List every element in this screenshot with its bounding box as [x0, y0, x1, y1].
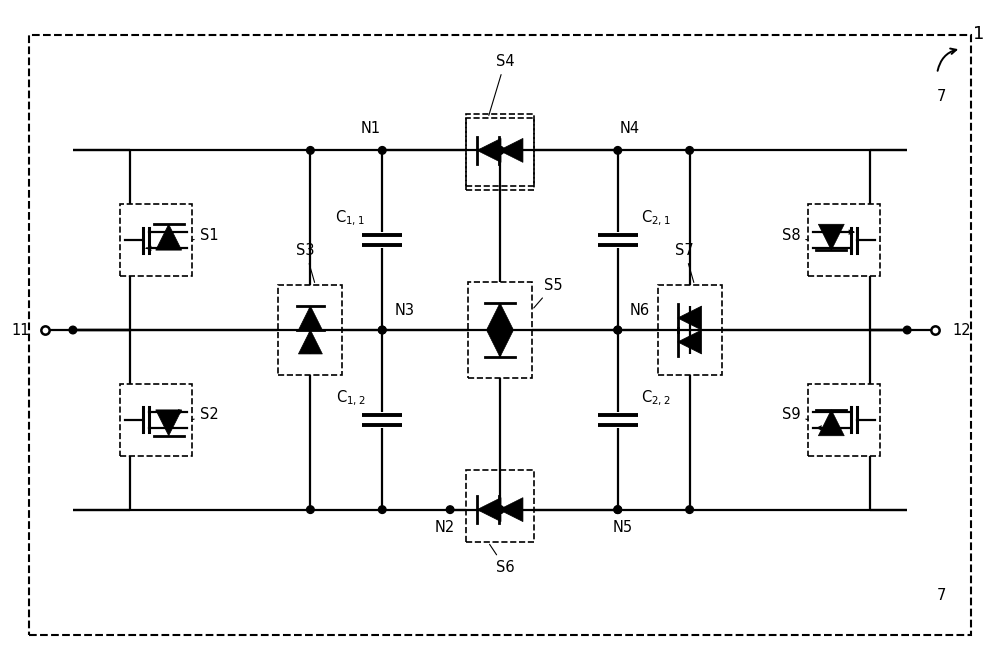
Circle shape	[614, 506, 622, 514]
Circle shape	[496, 146, 504, 154]
Text: S2: S2	[192, 407, 218, 422]
Polygon shape	[477, 498, 501, 522]
Text: 7: 7	[936, 89, 946, 104]
Polygon shape	[499, 498, 523, 522]
Polygon shape	[818, 224, 844, 250]
Circle shape	[496, 506, 504, 514]
Text: S7: S7	[675, 243, 694, 283]
Text: 12: 12	[953, 323, 971, 337]
Text: 1: 1	[973, 25, 985, 43]
Circle shape	[496, 506, 504, 514]
Circle shape	[378, 506, 386, 514]
Circle shape	[686, 506, 693, 514]
Bar	[466, 114, 534, 186]
Text: N5: N5	[613, 520, 633, 534]
Polygon shape	[678, 330, 702, 354]
Circle shape	[614, 146, 622, 154]
Circle shape	[496, 146, 504, 154]
Circle shape	[446, 506, 454, 514]
Text: S9: S9	[782, 407, 808, 422]
Circle shape	[903, 326, 911, 334]
Polygon shape	[156, 410, 182, 436]
Text: S3: S3	[296, 243, 315, 283]
Bar	[808, 204, 880, 276]
Text: S6: S6	[490, 544, 514, 575]
Polygon shape	[499, 138, 523, 162]
Polygon shape	[487, 331, 513, 357]
Text: C$_{1,2}$: C$_{1,2}$	[336, 388, 365, 407]
Circle shape	[307, 506, 314, 514]
Bar	[120, 204, 192, 276]
Circle shape	[378, 326, 386, 334]
Text: N6: N6	[630, 303, 650, 318]
Text: C$_{2,2}$: C$_{2,2}$	[641, 388, 670, 407]
Polygon shape	[487, 303, 513, 329]
Circle shape	[378, 326, 386, 334]
Text: S8: S8	[782, 228, 808, 242]
Text: C$_{1,1}$: C$_{1,1}$	[335, 208, 365, 228]
Bar	[466, 470, 534, 542]
Polygon shape	[678, 306, 702, 330]
Polygon shape	[818, 410, 844, 436]
Bar	[468, 282, 532, 378]
Circle shape	[686, 146, 693, 154]
Text: N3: N3	[394, 303, 414, 318]
Text: S5: S5	[534, 278, 563, 308]
Polygon shape	[298, 330, 322, 354]
Text: C$_{2,1}$: C$_{2,1}$	[641, 208, 670, 228]
Circle shape	[614, 506, 622, 514]
Circle shape	[614, 326, 622, 334]
Circle shape	[307, 146, 314, 154]
Bar	[278, 285, 342, 375]
Text: 11: 11	[12, 323, 30, 337]
Text: S1: S1	[192, 228, 218, 242]
Circle shape	[378, 146, 386, 154]
Bar	[466, 118, 534, 190]
Text: 7: 7	[936, 588, 946, 603]
Bar	[120, 384, 192, 456]
Circle shape	[69, 326, 77, 334]
Polygon shape	[477, 138, 501, 162]
Polygon shape	[298, 306, 322, 330]
Text: N2: N2	[435, 520, 455, 534]
Circle shape	[614, 326, 622, 334]
Bar	[658, 285, 722, 375]
Text: N4: N4	[620, 122, 640, 136]
Polygon shape	[156, 224, 182, 250]
Bar	[808, 384, 880, 456]
Text: S4: S4	[489, 54, 514, 116]
Text: N1: N1	[360, 122, 380, 136]
